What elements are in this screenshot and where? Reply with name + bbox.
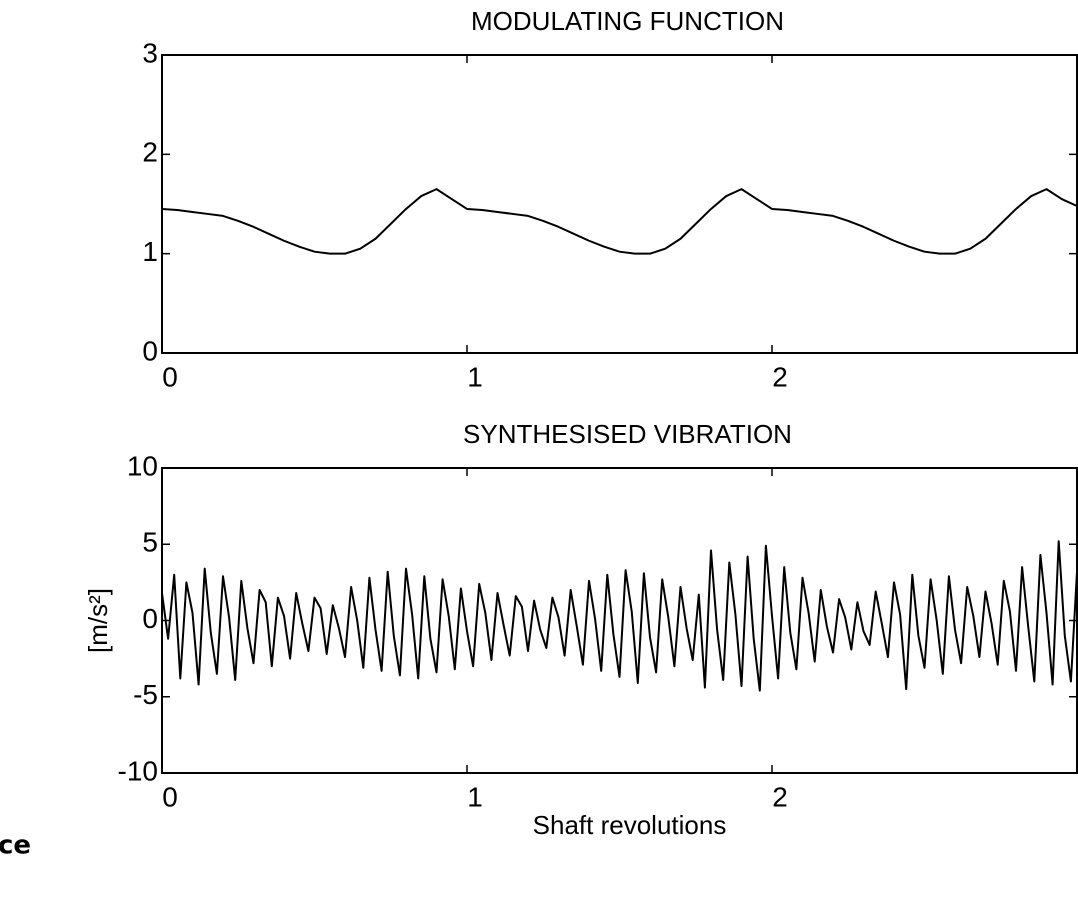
y-tick-label: 0	[142, 335, 158, 366]
y-tick-label: -10	[118, 755, 158, 786]
y-tick-label: 0	[142, 603, 158, 634]
plot-frame	[161, 54, 1078, 354]
y-axis-label: [m/s²]	[83, 588, 113, 653]
data-line	[161, 540, 1078, 692]
y-tick-label: 3	[142, 37, 158, 68]
x-axis-label: Shaft revolutions	[533, 810, 727, 840]
y-tick-label: -5	[133, 679, 158, 710]
cropped-text: ce	[0, 831, 31, 861]
x-tick-label: 1	[467, 781, 483, 812]
chart-title: MODULATING FUNCTION	[471, 6, 784, 36]
plot-frame	[161, 467, 1078, 774]
y-tick-label: 10	[127, 450, 158, 481]
y-tick-label: 1	[142, 236, 158, 267]
y-tick-label: 2	[142, 137, 158, 168]
x-tick-label: 2	[772, 781, 788, 812]
data-line	[161, 188, 1078, 255]
x-tick-label: 1	[467, 361, 483, 392]
chart-title: SYNTHESISED VIBRATION	[463, 419, 792, 449]
y-tick-label: 5	[142, 527, 158, 558]
x-tick-label: 0	[162, 781, 178, 812]
x-tick-label: 2	[772, 361, 788, 392]
x-tick-label: 0	[162, 361, 178, 392]
